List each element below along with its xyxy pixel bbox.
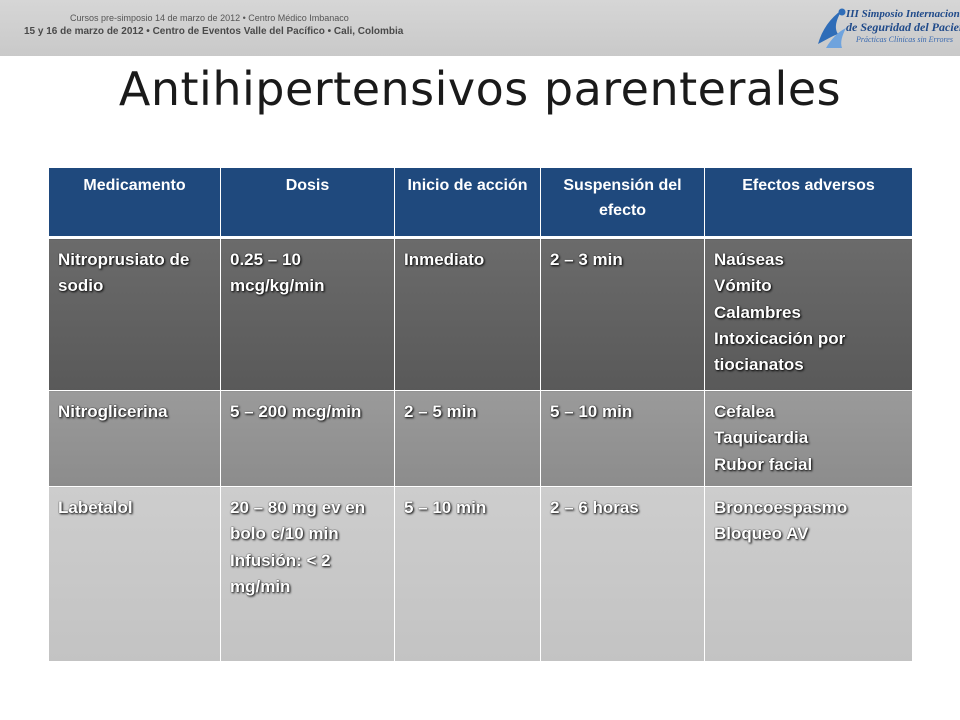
drug-table: Medicamento Dosis Inicio de acción Suspe… xyxy=(48,167,913,663)
column-header: Dosis xyxy=(220,167,395,239)
cell-text: Naúseas Vómito Calambres Intoxicación po… xyxy=(714,250,846,375)
cell-text: Labetalol xyxy=(58,498,133,518)
cell-text: 5 – 200 mcg/min xyxy=(230,402,362,421)
table-cell: 20 – 80 mg ev en bolo c/10 min Infusión:… xyxy=(220,486,395,663)
table-cell: 5 – 10 min xyxy=(394,486,541,663)
cell-text: Nitroprusiato de sodio xyxy=(58,250,190,296)
event-banner: Cursos pre-simposio 14 de marzo de 2012 … xyxy=(0,0,960,56)
table-cell: 5 – 10 min xyxy=(540,389,705,488)
column-header: Suspensión del efecto xyxy=(540,167,705,239)
logo-line-1: III Simposio Internacional xyxy=(846,8,960,20)
cell-text: 2 – 6 horas xyxy=(550,498,639,518)
table-cell: 0.25 – 10 mcg/kg/min xyxy=(220,237,395,391)
cell-text: 2 – 3 min xyxy=(550,250,623,269)
cell-text: 5 – 10 min xyxy=(404,498,487,518)
table-cell: Nitroprusiato de sodio xyxy=(48,237,221,391)
symposium-logo-icon xyxy=(818,8,846,48)
table-cell: Inmediato xyxy=(394,237,541,391)
event-line-1: Cursos pre-simposio 14 de marzo de 2012 … xyxy=(70,13,349,23)
table-cell: Naúseas Vómito Calambres Intoxicación po… xyxy=(704,237,913,391)
cell-text: Broncoespasmo Bloqueo AV xyxy=(714,498,848,544)
table-cell: 2 – 6 horas xyxy=(540,486,705,663)
cell-text: Cefalea Taquicardia Rubor facial xyxy=(714,402,813,474)
table-cell: 2 – 3 min xyxy=(540,237,705,391)
table-cell: Cefalea Taquicardia Rubor facial xyxy=(704,389,913,488)
table-cell: Labetalol xyxy=(48,486,221,663)
table-row: Labetalol 20 – 80 mg ev en bolo c/10 min… xyxy=(48,486,913,663)
logo-line-2: de Seguridad del Paciente xyxy=(846,20,960,34)
cell-text: 5 – 10 min xyxy=(550,402,633,421)
slide-title: Antihipertensivos parenterales xyxy=(118,62,842,116)
table-row: Nitroprusiato de sodio 0.25 – 10 mcg/kg/… xyxy=(48,237,913,391)
cell-text: Nitroglicerina xyxy=(58,402,168,421)
table-cell: Nitroglicerina xyxy=(48,389,221,488)
table-header-row: Medicamento Dosis Inicio de acción Suspe… xyxy=(48,167,913,239)
table-cell: 5 – 200 mcg/min xyxy=(220,389,395,488)
column-header: Inicio de acción xyxy=(394,167,541,239)
table-cell: 2 – 5 min xyxy=(394,389,541,488)
logo-line-3: Prácticas Clínicas sin Errores xyxy=(856,35,953,44)
symposium-logo-text: III Simposio Internacional de Seguridad … xyxy=(846,8,960,44)
event-line-2: 15 y 16 de marzo de 2012 • Centro de Eve… xyxy=(24,26,404,37)
cell-text: 0.25 – 10 mcg/kg/min xyxy=(230,250,325,296)
table-cell: Broncoespasmo Bloqueo AV xyxy=(704,486,913,663)
cell-text: 2 – 5 min xyxy=(404,402,477,421)
cell-text: Inmediato xyxy=(404,250,485,269)
column-header: Medicamento xyxy=(48,167,221,239)
table-row: Nitroglicerina 5 – 200 mcg/min 2 – 5 min… xyxy=(48,389,913,488)
cell-text: 20 – 80 mg ev en bolo c/10 min Infusión:… xyxy=(230,498,366,597)
column-header: Efectos adversos xyxy=(704,167,913,239)
